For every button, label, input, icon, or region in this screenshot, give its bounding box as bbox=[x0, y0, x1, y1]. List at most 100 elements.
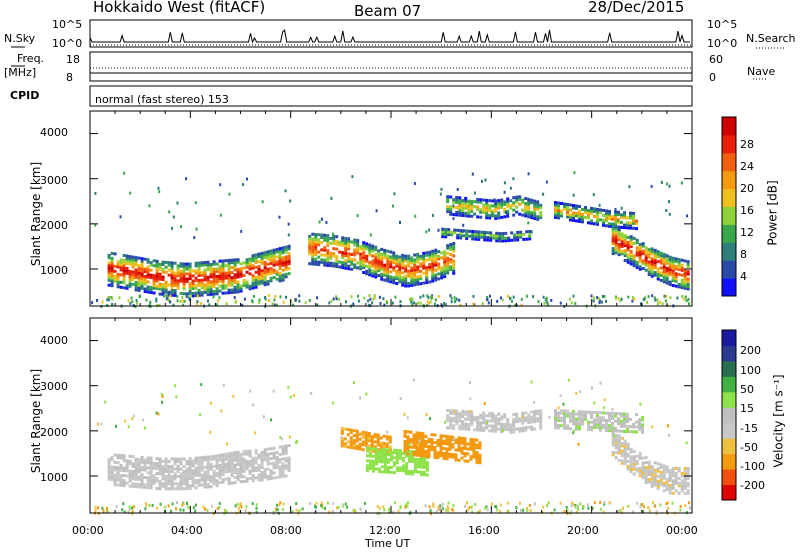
heatmap-cell bbox=[422, 256, 426, 260]
heatmap-cell bbox=[230, 456, 234, 460]
heatmap-cell bbox=[572, 422, 575, 426]
heatmap-cell bbox=[458, 419, 462, 423]
heatmap-cell bbox=[107, 460, 111, 464]
heatmap-cell bbox=[415, 448, 419, 452]
heatmap-cell bbox=[653, 296, 656, 300]
heatmap-cell bbox=[460, 439, 464, 443]
heatmap-cell bbox=[152, 276, 156, 280]
heatmap-cell bbox=[377, 450, 381, 454]
heatmap-cell bbox=[620, 444, 624, 448]
heatmap-cell bbox=[287, 456, 291, 460]
heatmap-cell bbox=[640, 503, 643, 507]
heatmap-cell bbox=[635, 469, 639, 473]
heatmap-cell bbox=[611, 421, 614, 425]
heatmap-cell bbox=[677, 265, 681, 269]
heatmap-cell bbox=[140, 284, 144, 288]
heatmap-cell bbox=[626, 260, 630, 264]
heatmap-cell bbox=[626, 248, 630, 252]
heatmap-cell bbox=[437, 265, 441, 268]
heatmap-cell bbox=[684, 504, 687, 508]
heatmap-cell bbox=[149, 291, 153, 294]
heatmap-cell bbox=[510, 231, 514, 235]
heatmap-cell bbox=[454, 455, 458, 459]
heatmap-cell bbox=[563, 416, 566, 420]
heatmap-cell bbox=[245, 462, 249, 466]
heatmap-cell bbox=[602, 416, 605, 420]
heatmap-cell bbox=[257, 270, 261, 273]
heatmap-cell bbox=[317, 260, 321, 264]
heatmap-cell bbox=[206, 455, 210, 459]
heatmap-cell bbox=[475, 453, 479, 457]
heatmap-cell bbox=[371, 447, 375, 451]
heatmap-cell bbox=[275, 463, 279, 467]
heatmap-cell bbox=[173, 477, 177, 481]
heatmap-cell bbox=[190, 294, 192, 298]
heatmap-cell bbox=[680, 281, 684, 285]
heatmap-cell bbox=[160, 392, 163, 396]
heatmap-cell bbox=[617, 248, 621, 252]
heatmap-cell bbox=[179, 477, 183, 481]
heatmap-cell bbox=[386, 279, 390, 283]
heatmap-cell bbox=[406, 437, 410, 441]
heatmap-cell bbox=[191, 476, 195, 480]
heatmap-cell bbox=[227, 268, 231, 272]
heatmap-cell bbox=[668, 258, 672, 262]
heatmap-cell bbox=[683, 471, 687, 475]
heatmap-cell bbox=[383, 455, 387, 459]
heatmap-cell bbox=[445, 439, 449, 443]
heatmap-cell bbox=[554, 411, 557, 415]
heatmap-cell bbox=[227, 273, 231, 277]
heatmap-cell bbox=[234, 504, 237, 508]
heatmap-cell bbox=[107, 273, 111, 277]
heatmap-cell bbox=[599, 208, 602, 212]
heatmap-cell bbox=[439, 444, 443, 448]
heatmap-cell bbox=[233, 268, 237, 272]
heatmap-cell bbox=[182, 267, 186, 271]
heatmap-cell bbox=[668, 273, 672, 277]
heatmap-cell bbox=[491, 199, 495, 203]
heatmap-cell bbox=[320, 258, 324, 262]
heatmap-cell bbox=[602, 426, 605, 430]
heatmap-cell bbox=[494, 204, 498, 208]
heatmap-cell bbox=[110, 269, 114, 273]
heatmap-cell bbox=[413, 278, 417, 282]
heatmap-cell bbox=[266, 460, 270, 464]
heatmap-cell bbox=[122, 484, 126, 488]
heatmap-cell bbox=[281, 452, 285, 456]
heatmap-cell bbox=[521, 198, 525, 202]
heatmap-cell bbox=[431, 274, 435, 278]
heatmap-cell bbox=[176, 284, 180, 288]
heatmap-cell bbox=[623, 442, 627, 446]
heatmap-cell bbox=[401, 256, 405, 260]
heatmap-cell bbox=[430, 443, 434, 447]
heatmap-cell bbox=[560, 411, 563, 415]
heatmap-cell bbox=[448, 440, 452, 444]
heatmap-cell bbox=[170, 479, 174, 483]
heatmap-cell bbox=[164, 290, 168, 294]
heatmap-cell bbox=[596, 212, 599, 216]
heatmap-cell bbox=[368, 464, 372, 468]
heatmap-cell bbox=[271, 302, 274, 306]
heatmap-cell bbox=[251, 502, 254, 506]
heatmap-cell bbox=[179, 262, 183, 266]
heatmap-cell bbox=[557, 411, 560, 415]
heatmap-cell bbox=[182, 284, 186, 288]
heatmap-cell bbox=[431, 262, 435, 266]
heatmap-cell bbox=[347, 264, 351, 268]
heatmap-cell bbox=[110, 475, 114, 479]
heatmap-cell bbox=[152, 264, 156, 268]
heatmap-cell bbox=[446, 261, 450, 265]
heatmap-cell bbox=[369, 297, 372, 301]
heatmap-cell bbox=[620, 242, 624, 246]
heatmap-cell bbox=[454, 438, 458, 442]
heatmap-cell bbox=[644, 268, 648, 272]
heatmap-cell bbox=[355, 429, 359, 433]
heatmap-cell bbox=[182, 274, 186, 278]
heatmap-cell bbox=[288, 435, 291, 439]
heatmap-cell bbox=[399, 397, 402, 401]
heatmap-cell bbox=[158, 285, 162, 289]
heatmap-cell bbox=[260, 458, 264, 462]
heatmap-cell bbox=[215, 479, 219, 483]
heatmap-cell bbox=[125, 481, 129, 485]
heatmap-cell bbox=[543, 302, 546, 305]
